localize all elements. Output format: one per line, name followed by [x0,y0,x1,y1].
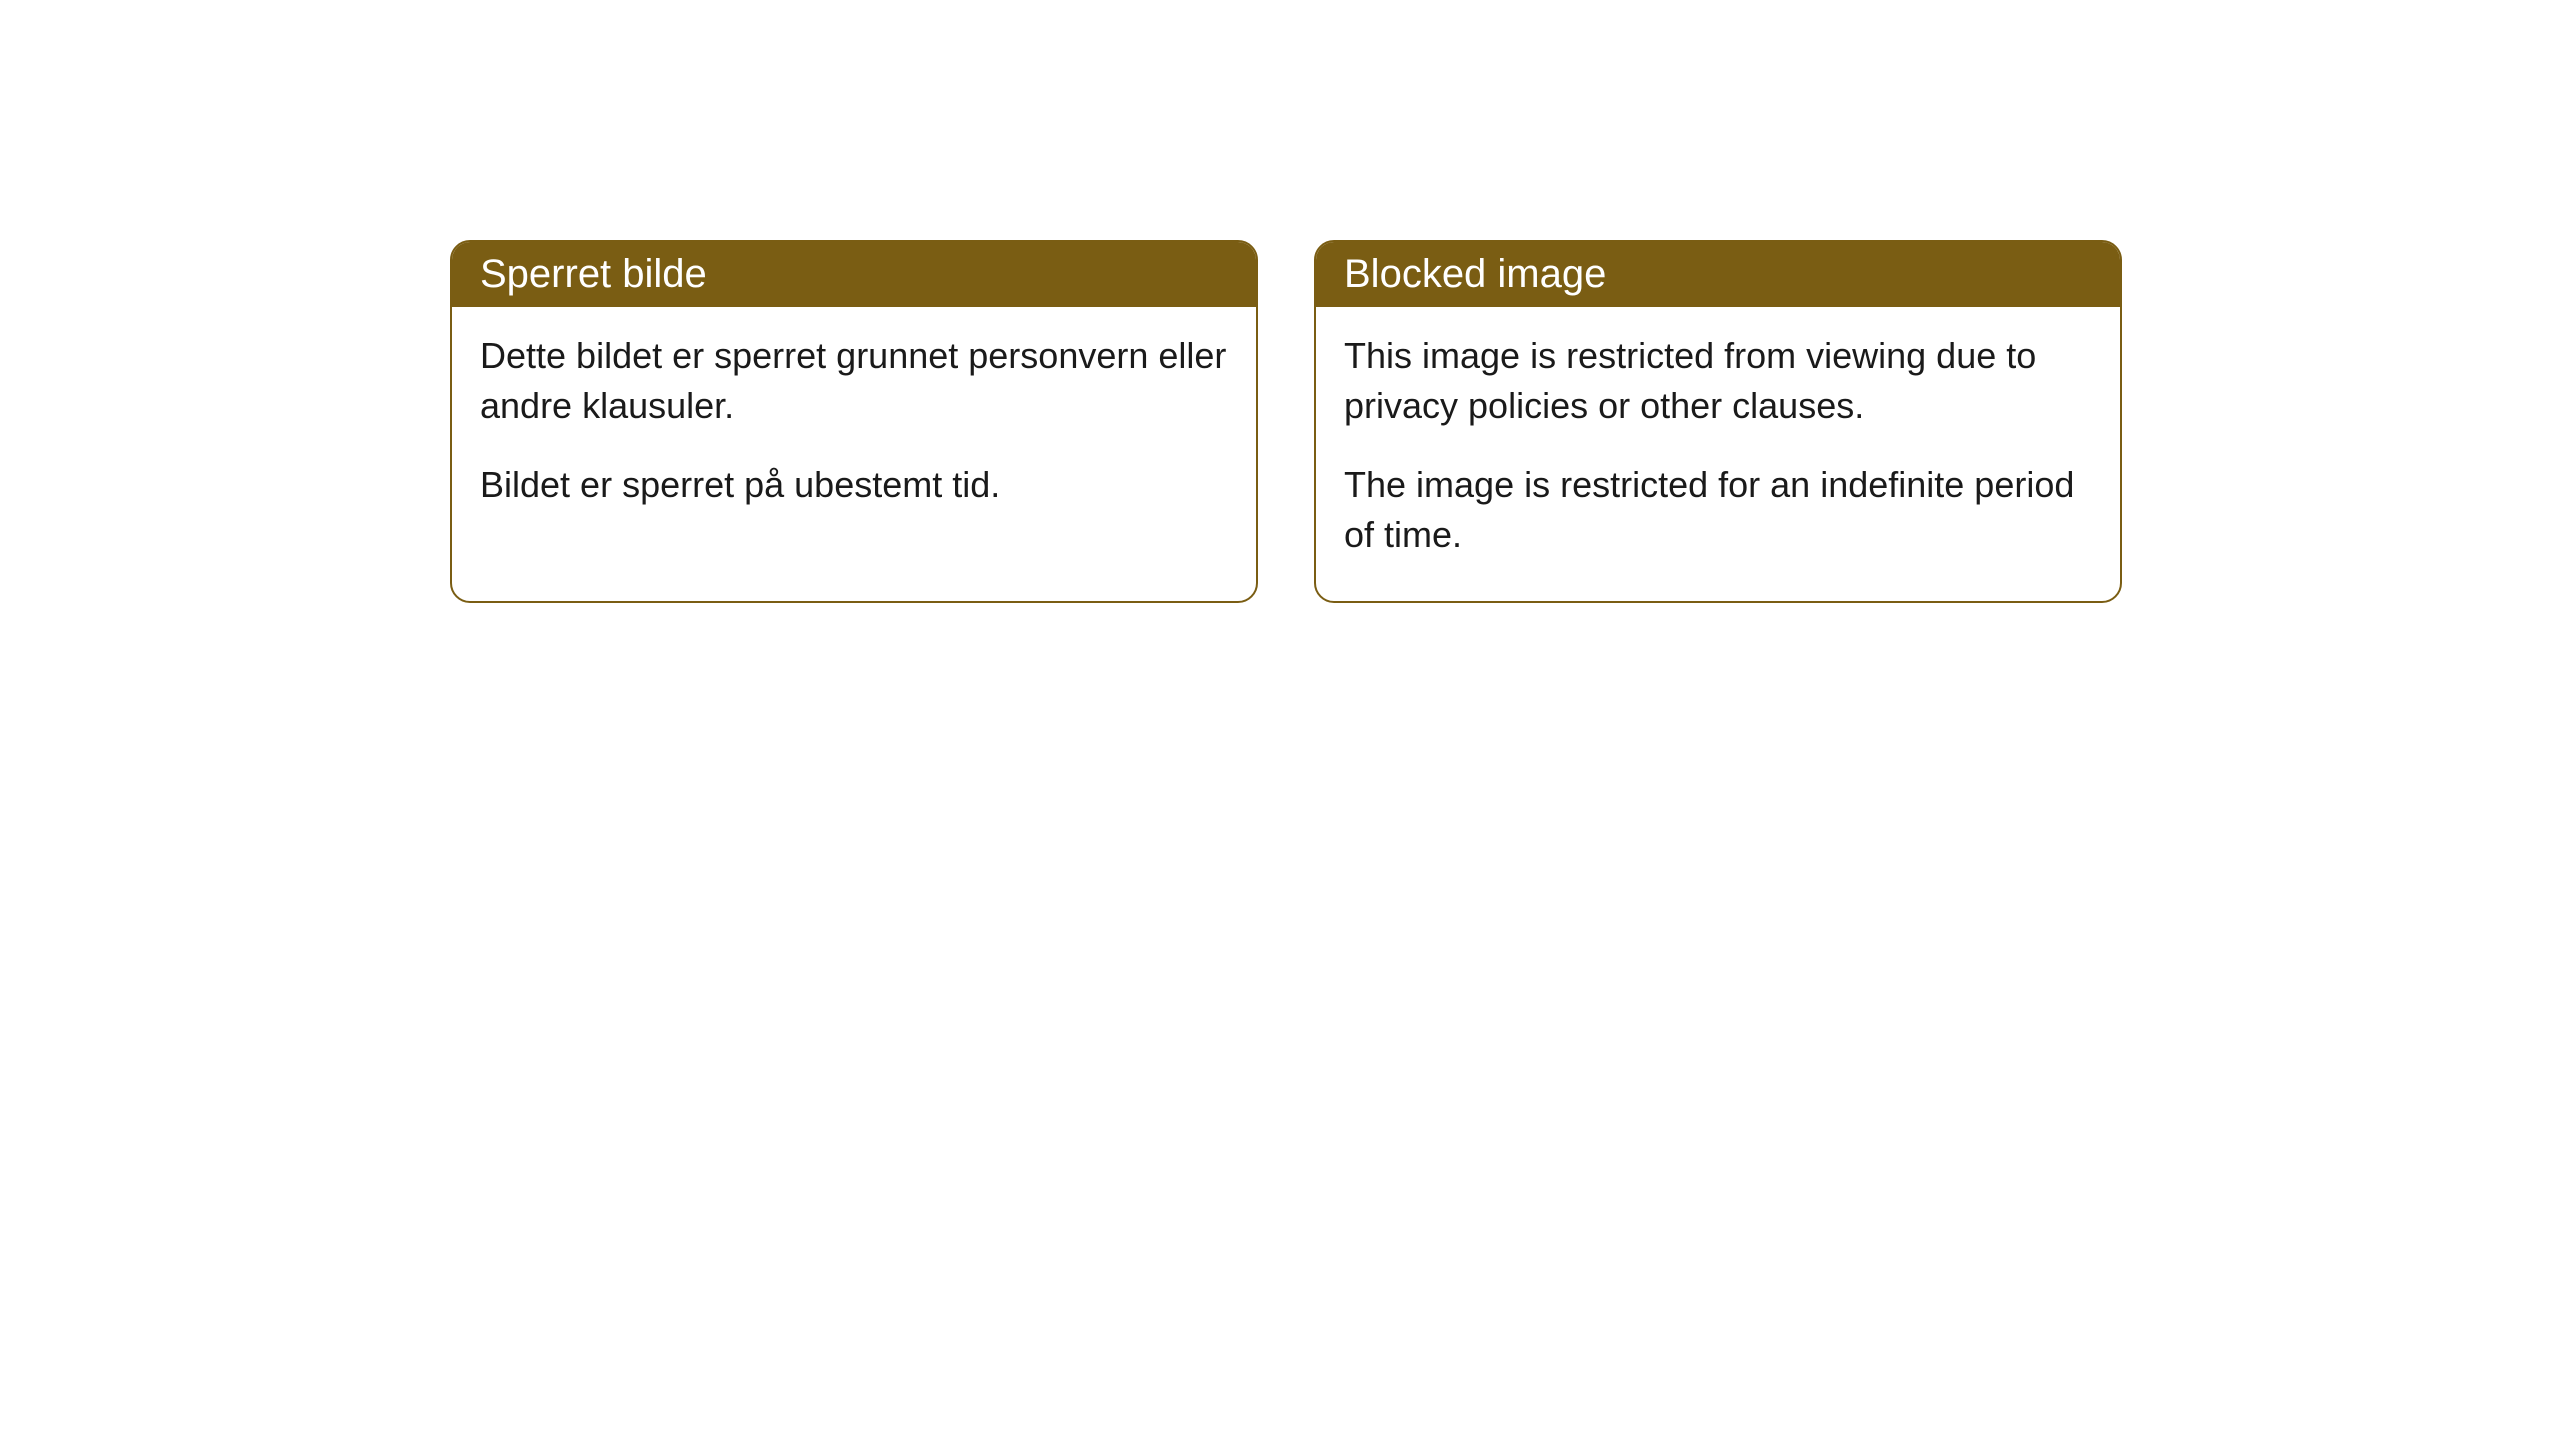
notice-title: Blocked image [1344,252,1606,296]
notice-paragraph: This image is restricted from viewing du… [1344,331,2092,432]
notice-header-norwegian: Sperret bilde [452,242,1256,307]
notice-body-english: This image is restricted from viewing du… [1316,307,2120,601]
notice-card-norwegian: Sperret bilde Dette bildet er sperret gr… [450,240,1258,603]
notice-header-english: Blocked image [1316,242,2120,307]
notice-paragraph: Bildet er sperret på ubestemt tid. [480,460,1228,510]
notice-container: Sperret bilde Dette bildet er sperret gr… [0,0,2560,603]
notice-paragraph: The image is restricted for an indefinit… [1344,460,2092,561]
notice-body-norwegian: Dette bildet er sperret grunnet personve… [452,307,1256,550]
notice-card-english: Blocked image This image is restricted f… [1314,240,2122,603]
notice-paragraph: Dette bildet er sperret grunnet personve… [480,331,1228,432]
notice-title: Sperret bilde [480,252,707,296]
